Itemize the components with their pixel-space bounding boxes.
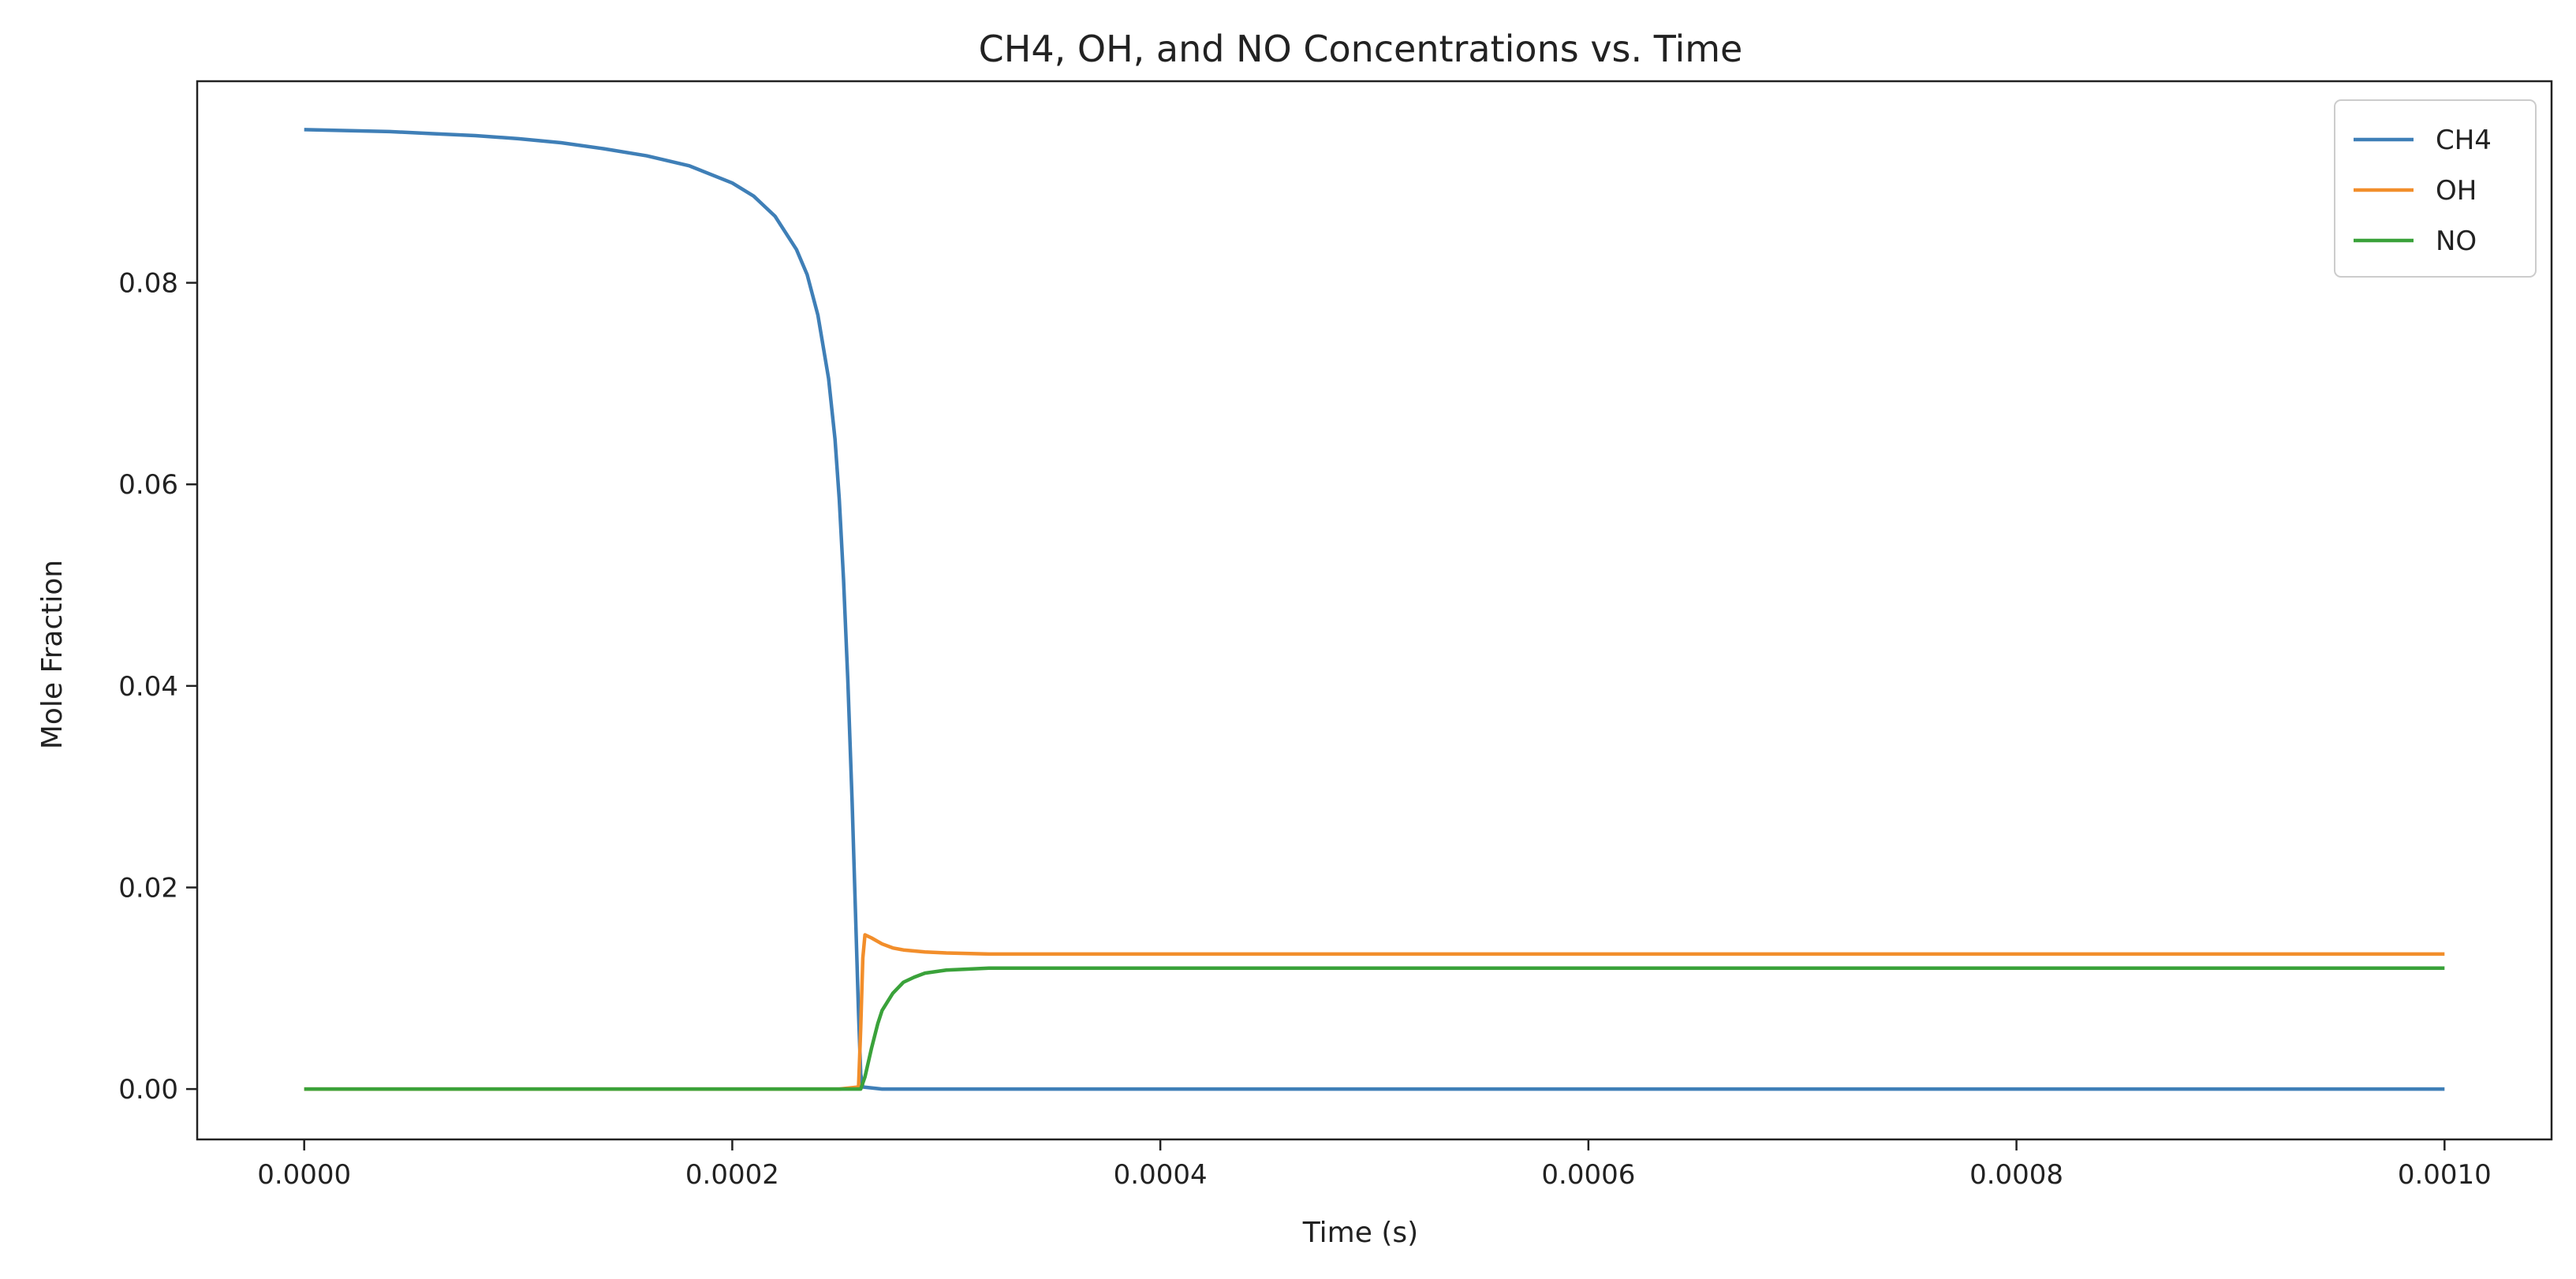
plot-frame	[196, 80, 2553, 1141]
y-tick-label: 0.06	[118, 469, 178, 501]
x-tick-label: 0.0010	[2398, 1159, 2492, 1191]
y-tick-label: 0.00	[118, 1074, 178, 1106]
x-tick-label: 0.0006	[1541, 1159, 1635, 1191]
x-tick-label: 0.0004	[1114, 1159, 1208, 1191]
series-line-no	[304, 966, 2445, 1091]
y-axis-label: Mole Fraction	[36, 560, 69, 749]
legend-label-oh: OH	[2436, 175, 2477, 207]
legend-label-ch4: CH4	[2436, 125, 2492, 156]
chart-title: CH4, OH, and NO Concentrations vs. Time	[979, 28, 1743, 70]
y-tick-label: 0.08	[118, 268, 178, 300]
legend-box	[2334, 99, 2537, 278]
y-tick-label: 0.02	[118, 872, 178, 904]
legend: CH4 OH NO	[2334, 99, 2537, 278]
x-tick-label: 0.0000	[257, 1159, 351, 1191]
x-axis-label: Time (s)	[1302, 1217, 1418, 1249]
legend-label-no: NO	[2436, 226, 2477, 257]
x-tick-label: 0.0008	[1969, 1159, 2063, 1191]
x-tick-label: 0.0002	[685, 1159, 779, 1191]
y-tick-label: 0.04	[118, 671, 178, 703]
plot-area: 0.0000 0.0002 0.0004 0.0006 0.0008 0.0010 0.00…	[118, 80, 2553, 1191]
series-line-ch4	[304, 128, 2445, 1091]
